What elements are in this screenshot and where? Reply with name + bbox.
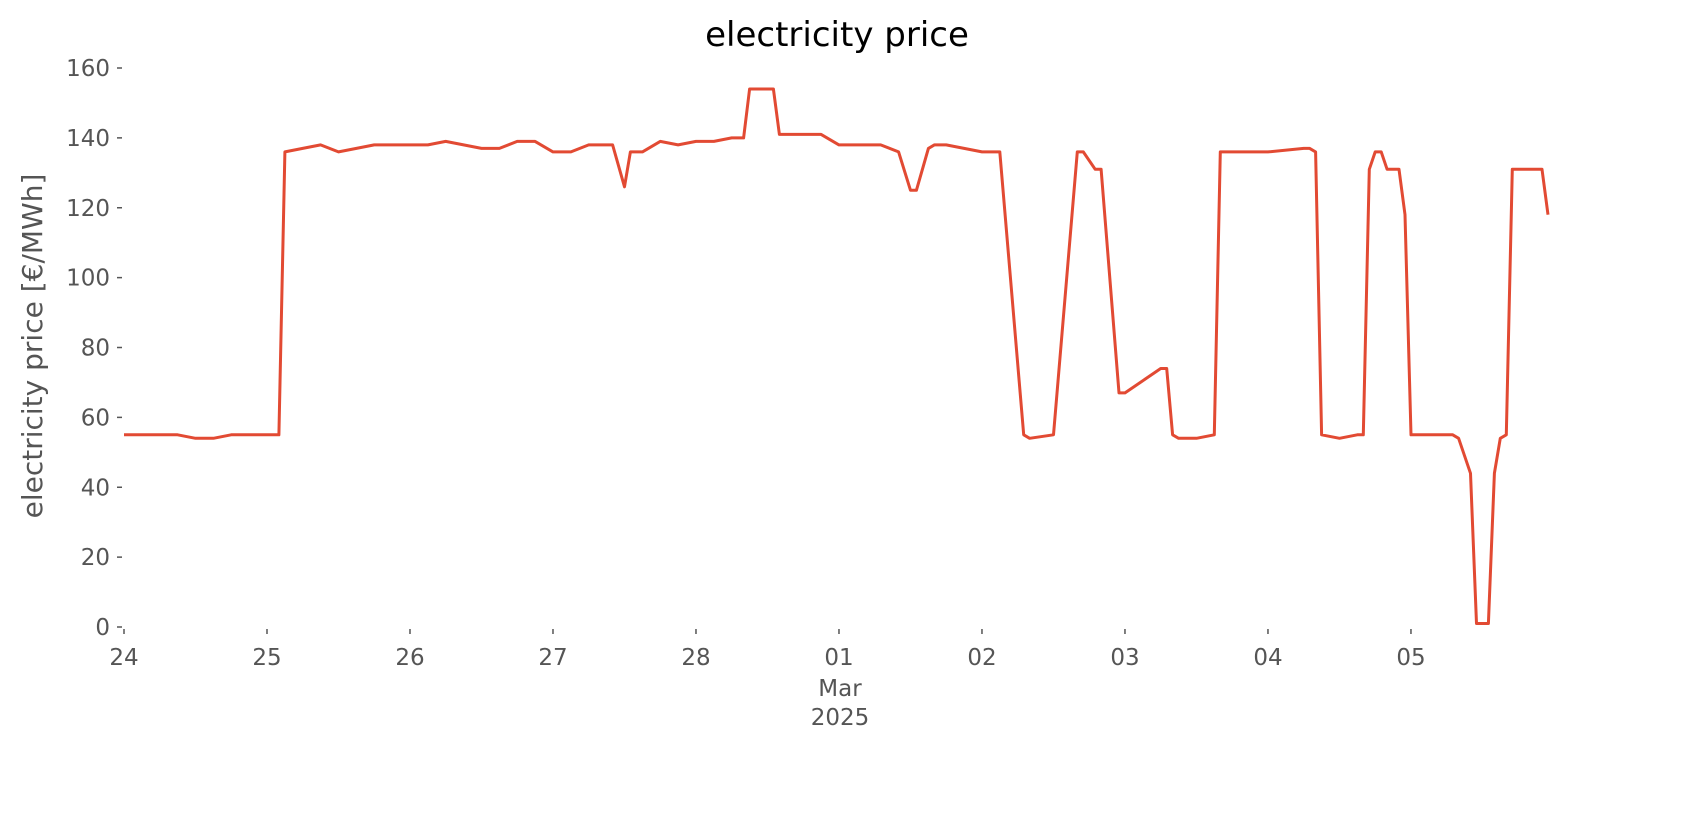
x-tick-label: 26 — [395, 645, 424, 671]
y-tick-label: 60 — [81, 405, 110, 431]
x-tick-label: 24 — [109, 645, 138, 671]
y-axis-label: electricity price [€/MWh] — [16, 174, 49, 519]
x-sublabel: 2025 — [811, 705, 870, 731]
y-tick-label: 0 — [95, 615, 110, 641]
x-tick-label: 27 — [538, 645, 567, 671]
x-sublabel: Mar — [818, 676, 862, 702]
x-tick-label: 04 — [1253, 645, 1282, 671]
y-tick-label: 100 — [66, 266, 110, 292]
x-tick-label: 28 — [681, 645, 710, 671]
x-tick-label: 02 — [967, 645, 996, 671]
y-tick-label: 140 — [66, 126, 110, 152]
y-tick-label: 120 — [66, 196, 110, 222]
y-tick-label: 20 — [81, 545, 110, 571]
chart-title: electricity price — [705, 15, 969, 55]
y-tick-label: 80 — [81, 336, 110, 362]
y-tick-label: 160 — [66, 56, 110, 82]
x-tick-label: 05 — [1396, 645, 1425, 671]
price-line — [124, 87, 1550, 625]
y-tick-label: 40 — [81, 475, 110, 501]
x-tick-label: 03 — [1110, 645, 1139, 671]
x-tick-label: 25 — [252, 645, 281, 671]
x-tick-label: 01 — [824, 645, 853, 671]
